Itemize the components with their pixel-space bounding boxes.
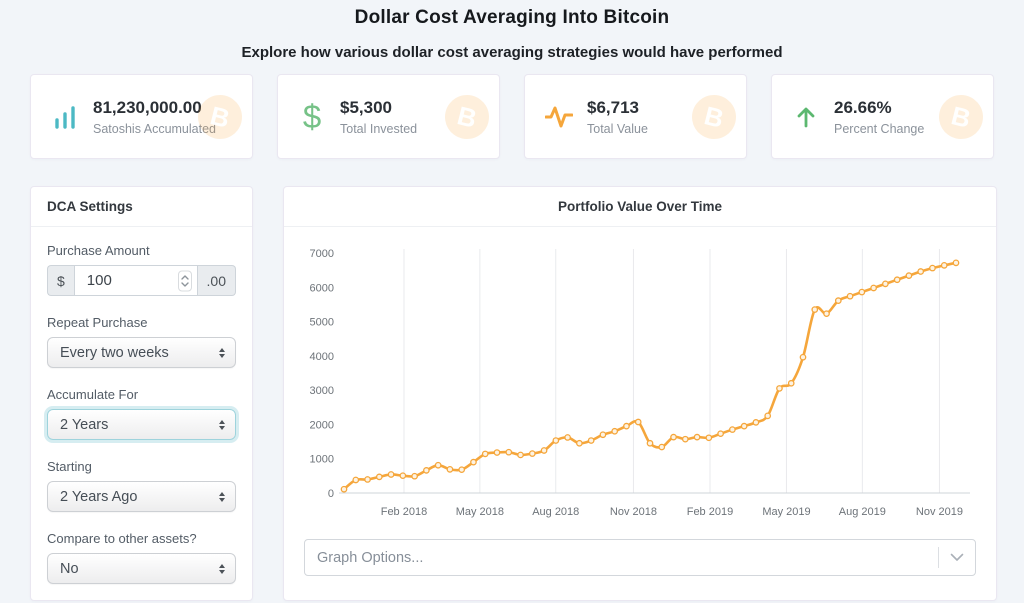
invested-label: Total Invested [340,121,418,136]
svg-text:May 2018: May 2018 [456,506,504,518]
chevron-down-icon[interactable] [939,553,975,562]
compare-assets-label: Compare to other assets? [47,531,197,546]
svg-text:5000: 5000 [310,317,334,329]
number-stepper-icon[interactable] [177,270,192,291]
svg-text:7000: 7000 [310,248,334,260]
graph-options-placeholder: Graph Options... [317,549,424,566]
svg-text:3000: 3000 [310,385,334,397]
graph-options-select[interactable]: Graph Options... [304,539,976,576]
svg-text:May 2019: May 2019 [762,506,810,518]
page-subtitle: Explore how various dollar cost averagin… [241,44,783,61]
bitcoin-watermark-icon: B [687,89,741,144]
chart-panel: Portfolio Value Over Time Feb 2018 May 20… [283,186,997,601]
repeat-purchase-group: Repeat Purchase Every two weeks [47,315,236,368]
accumulate-for-select[interactable]: 2 Years [47,409,236,440]
purchase-amount-input[interactable] [74,266,197,295]
cents-suffix: .00 [197,265,236,296]
invested-value: $5,300 [340,97,392,117]
purchase-amount-group: Purchase Amount $ .00 [47,243,236,296]
bar-chart-icon [47,104,83,130]
svg-text:6000: 6000 [310,282,334,294]
svg-text:Nov 2019: Nov 2019 [916,506,963,518]
compare-assets-group: Compare to other assets? No [47,531,236,584]
svg-text:Nov 2018: Nov 2018 [610,506,657,518]
dca-settings-header: DCA Settings [31,187,252,227]
chart-title: Portfolio Value Over Time [284,187,996,227]
starting-group: Starting 2 Years Ago [47,459,236,512]
portfolio-value-chart: Feb 2018 May 2018 Aug 2018 Nov 2018 Feb 2019… [310,248,970,518]
stat-card-total-value: $6,713 Total Value B [524,74,747,159]
page-title: Dollar Cost Averaging Into Bitcoin [354,7,670,28]
percent-change-value: 26.66% [834,97,892,117]
accumulate-for-group: Accumulate For 2 Years [47,387,236,440]
dca-settings-panel: DCA Settings Purchase Amount $ [30,186,253,601]
purchase-amount-label: Purchase Amount [47,243,150,258]
repeat-purchase-select[interactable]: Every two weeks [47,337,236,368]
svg-text:Feb 2019: Feb 2019 [687,506,733,518]
stat-card-satoshis: 81,230,000.00 Satoshis Accumulated B [30,74,253,159]
satoshis-value: 81,230,000.00 [93,97,202,117]
starting-label: Starting [47,459,92,474]
select-arrows-icon [219,563,225,574]
stat-card-invested: $ $5,300 Total Invested B [277,74,500,159]
svg-text:Aug 2018: Aug 2018 [532,506,579,518]
percent-change-label: Percent Change [834,121,925,136]
accumulate-for-label: Accumulate For [47,387,139,402]
total-value-value: $6,713 [587,97,639,117]
select-arrows-icon [219,491,225,502]
dollar-icon: $ [302,98,322,135]
satoshis-label: Satoshis Accumulated [93,121,216,136]
svg-text:2000: 2000 [310,419,334,431]
svg-text:4000: 4000 [310,351,334,363]
stat-card-percent-change: 26.66% Percent Change B [771,74,994,159]
svg-text:0: 0 [328,488,334,500]
activity-icon [541,104,577,130]
select-arrows-icon [219,419,225,430]
repeat-purchase-label: Repeat Purchase [47,315,148,330]
stat-cards-row: 81,230,000.00 Satoshis Accumulated B $ $… [30,74,994,159]
total-value-label: Total Value [587,121,648,136]
starting-select[interactable]: 2 Years Ago [47,481,236,512]
select-arrows-icon [219,347,225,358]
compare-assets-select[interactable]: No [47,553,236,584]
bitcoin-watermark-icon: B [440,89,494,144]
bitcoin-watermark-icon: B [934,89,988,144]
svg-text:1000: 1000 [310,454,334,466]
svg-text:Feb 2018: Feb 2018 [381,506,427,518]
arrow-up-icon [788,104,824,130]
currency-prefix: $ [47,265,74,296]
svg-text:Aug 2019: Aug 2019 [839,506,886,518]
